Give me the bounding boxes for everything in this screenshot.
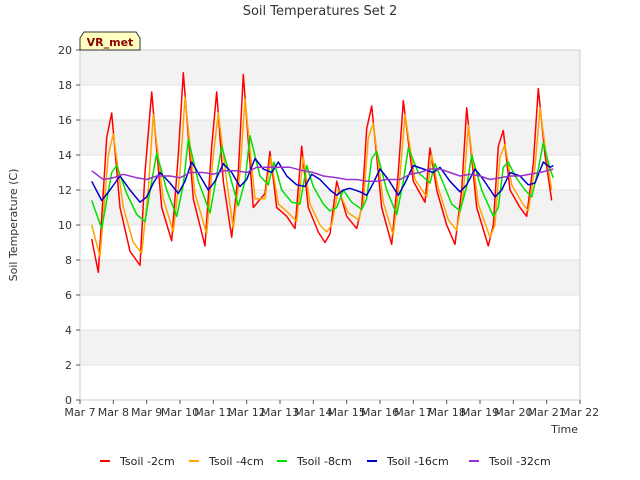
y-tick-label: 16 [58,114,72,127]
legend-item: Tsoil -4cm [189,455,264,468]
x-tick-label: Mar 12 [228,406,266,419]
badge-label: VR_met [87,36,134,49]
legend-label: Tsoil -16cm [386,455,449,468]
x-tick-label: Mar 16 [361,406,399,419]
legend-item: Tsoil -8cm [277,455,352,468]
x-tick-label: Mar 19 [461,406,499,419]
y-axis: 0 2 4 6 8 10 12 14 16 18 20 [58,44,80,407]
y-tick-label: 2 [65,359,72,372]
y-tick-label: 6 [65,289,72,302]
series-line [91,166,554,183]
y-tick-label: 0 [65,394,72,407]
y-tick-label: 4 [65,324,72,337]
legend: Tsoil -2cm Tsoil -4cm Tsoil -8cm Tsoil -16c… [100,455,551,468]
x-tick-label: Mar 8 [98,406,129,419]
x-tick-label: Mar 7 [64,406,95,419]
x-tick-label: Mar 18 [428,406,466,419]
x-tick-label: Mar 10 [161,406,199,419]
series-lines [90,72,555,274]
x-tick-label: Mar 11 [194,406,232,419]
series-line [90,96,553,258]
grid-band [80,85,580,120]
legend-item: Tsoil -16cm [367,455,449,468]
grid-band [80,120,580,155]
grid-band [80,260,580,295]
x-tick-label: Mar 17 [394,406,432,419]
y-tick-label: 20 [58,44,72,57]
series-line [91,157,554,203]
series-line [90,72,553,274]
grid-band [80,295,580,330]
y-tick-label: 14 [58,149,72,162]
grid-bands [80,49,580,401]
grid-band [80,190,580,225]
x-tick-label: Mar 14 [294,406,332,419]
chart-title: Soil Temperatures Set 2 [243,4,398,19]
vr-met-badge: VR_met [79,31,141,51]
legend-label: Tsoil -32cm [488,455,551,468]
x-tick-label: Mar 9 [131,406,162,419]
x-tick-label: Mar 15 [328,406,366,419]
y-tick-label: 10 [58,219,72,232]
grid-band [80,365,580,400]
legend-item: Tsoil -2cm [100,455,175,468]
y-axis-label: Soil Temperature (C) [7,169,20,282]
x-tick-label: Mar 13 [261,406,299,419]
legend-label: Tsoil -8cm [296,455,352,468]
grid-band [80,50,580,85]
x-tick-label: Mar 20 [494,406,532,419]
x-tick-label: Mar 21 [528,406,566,419]
legend-label: Tsoil -4cm [208,455,264,468]
y-tick-label: 8 [65,254,72,267]
x-axis-label: Time [550,423,578,436]
series-line [90,135,555,230]
y-tick-label: 18 [58,79,72,92]
x-tick-label: Mar 22 [561,406,599,419]
grid-band [80,330,580,365]
y-tick-label: 12 [58,184,72,197]
legend-label: Tsoil -2cm [119,455,175,468]
legend-item: Tsoil -32cm [469,455,551,468]
